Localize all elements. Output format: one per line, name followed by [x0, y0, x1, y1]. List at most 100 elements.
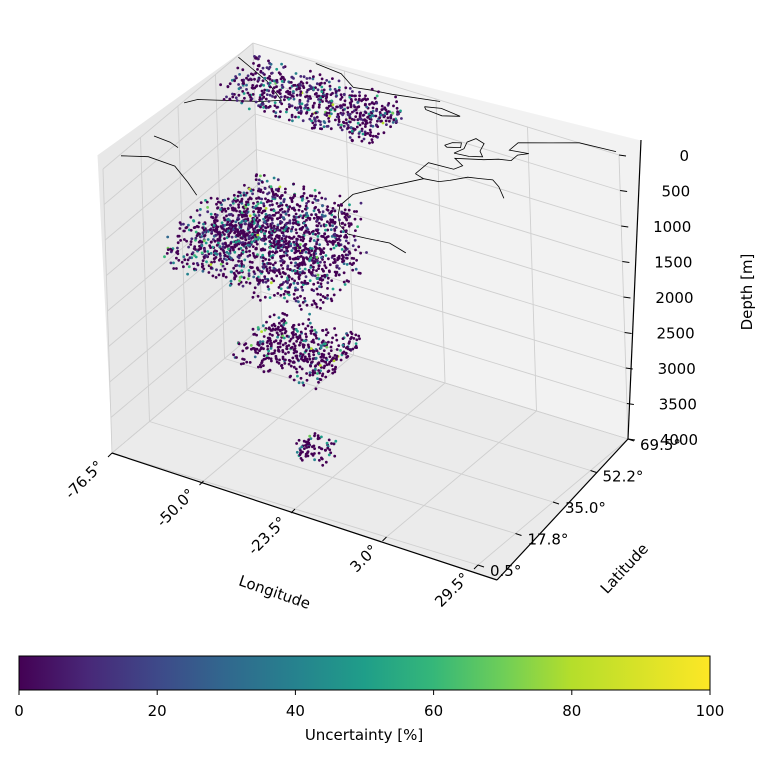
data-point: [301, 301, 305, 304]
data-point: [275, 235, 278, 238]
data-point: [280, 102, 284, 106]
data-point: [310, 86, 314, 90]
data-point: [293, 193, 296, 197]
coastline: [415, 173, 505, 199]
data-point: [288, 339, 292, 343]
x-tick-label: -76.5°: [61, 457, 106, 502]
data-point: [217, 273, 221, 277]
data-point: [250, 220, 254, 224]
data-point: [278, 272, 282, 276]
data-point: [326, 235, 330, 238]
data-point: [275, 106, 279, 109]
data-point: [308, 355, 311, 358]
data-point: [243, 258, 247, 262]
data-point: [326, 276, 330, 280]
data-point: [335, 115, 339, 119]
data-point: [281, 267, 285, 270]
data-point: [290, 277, 294, 281]
data-point: [240, 201, 244, 205]
data-point: [318, 82, 322, 86]
data-point: [318, 103, 321, 107]
data-point: [265, 66, 269, 69]
data-point: [318, 285, 321, 288]
data-point: [314, 367, 317, 371]
data-point: [288, 105, 291, 109]
data-point: [272, 279, 276, 283]
data-point: [358, 271, 362, 275]
data-point: [261, 66, 265, 70]
z-tick: [625, 367, 633, 370]
data-point: [303, 263, 307, 266]
data-point: [172, 267, 176, 270]
data-point: [313, 92, 317, 96]
data-point: [292, 323, 296, 327]
data-point: [319, 364, 322, 367]
data-point: [234, 220, 238, 224]
data-point: [311, 268, 315, 272]
data-point: [271, 203, 274, 207]
data-point: [261, 259, 265, 263]
data-point: [304, 275, 308, 279]
data-point: [189, 243, 193, 246]
data-point: [254, 72, 257, 75]
data-point: [320, 435, 323, 439]
data-point: [264, 215, 268, 219]
data-point: [301, 225, 305, 229]
data-point: [323, 81, 327, 85]
data-point: [276, 342, 280, 345]
data-point: [303, 281, 306, 285]
data-point: [239, 194, 243, 197]
data-point: [322, 247, 326, 250]
data-point: [272, 239, 276, 243]
data-point: [247, 274, 251, 278]
colorbar-tick-label: 60: [424, 702, 443, 720]
data-point: [316, 277, 319, 280]
data-point: [259, 227, 263, 230]
colorbar-tick-label: 0: [14, 702, 24, 720]
data-point: [316, 372, 319, 375]
coastline: [337, 178, 424, 254]
data-point: [386, 116, 390, 120]
data-point: [306, 360, 310, 364]
data-point: [315, 240, 319, 244]
data-point: [315, 305, 319, 309]
data-point: [303, 267, 307, 271]
data-point: [291, 225, 295, 229]
data-point: [355, 111, 359, 115]
data-point: [325, 441, 329, 445]
data-points: [163, 55, 403, 467]
data-point: [229, 270, 233, 274]
data-point: [371, 106, 375, 110]
data-point: [278, 115, 282, 119]
data-point: [287, 118, 291, 122]
data-point: [379, 119, 382, 123]
data-point: [299, 449, 302, 452]
data-point: [255, 173, 258, 177]
data-point: [330, 99, 333, 103]
data-point: [247, 272, 251, 276]
data-point: [301, 381, 305, 385]
data-point: [392, 104, 395, 108]
data-point: [242, 358, 246, 361]
data-point: [279, 324, 283, 327]
data-point: [340, 253, 344, 257]
data-point: [201, 259, 205, 262]
data-point: [316, 281, 320, 284]
data-point: [281, 231, 285, 235]
data-point: [281, 349, 285, 352]
data-point: [326, 228, 330, 232]
data-point: [300, 445, 304, 449]
data-point: [369, 121, 372, 124]
data-point: [306, 247, 310, 251]
data-point: [300, 281, 304, 284]
data-point: [292, 281, 296, 285]
data-point: [333, 367, 337, 371]
data-point: [268, 266, 272, 269]
data-point: [344, 230, 348, 234]
data-point: [210, 223, 214, 227]
data-point: [258, 340, 262, 344]
data-point: [317, 337, 321, 341]
data-point: [283, 312, 286, 316]
data-point: [187, 223, 190, 227]
data-point: [299, 75, 303, 78]
